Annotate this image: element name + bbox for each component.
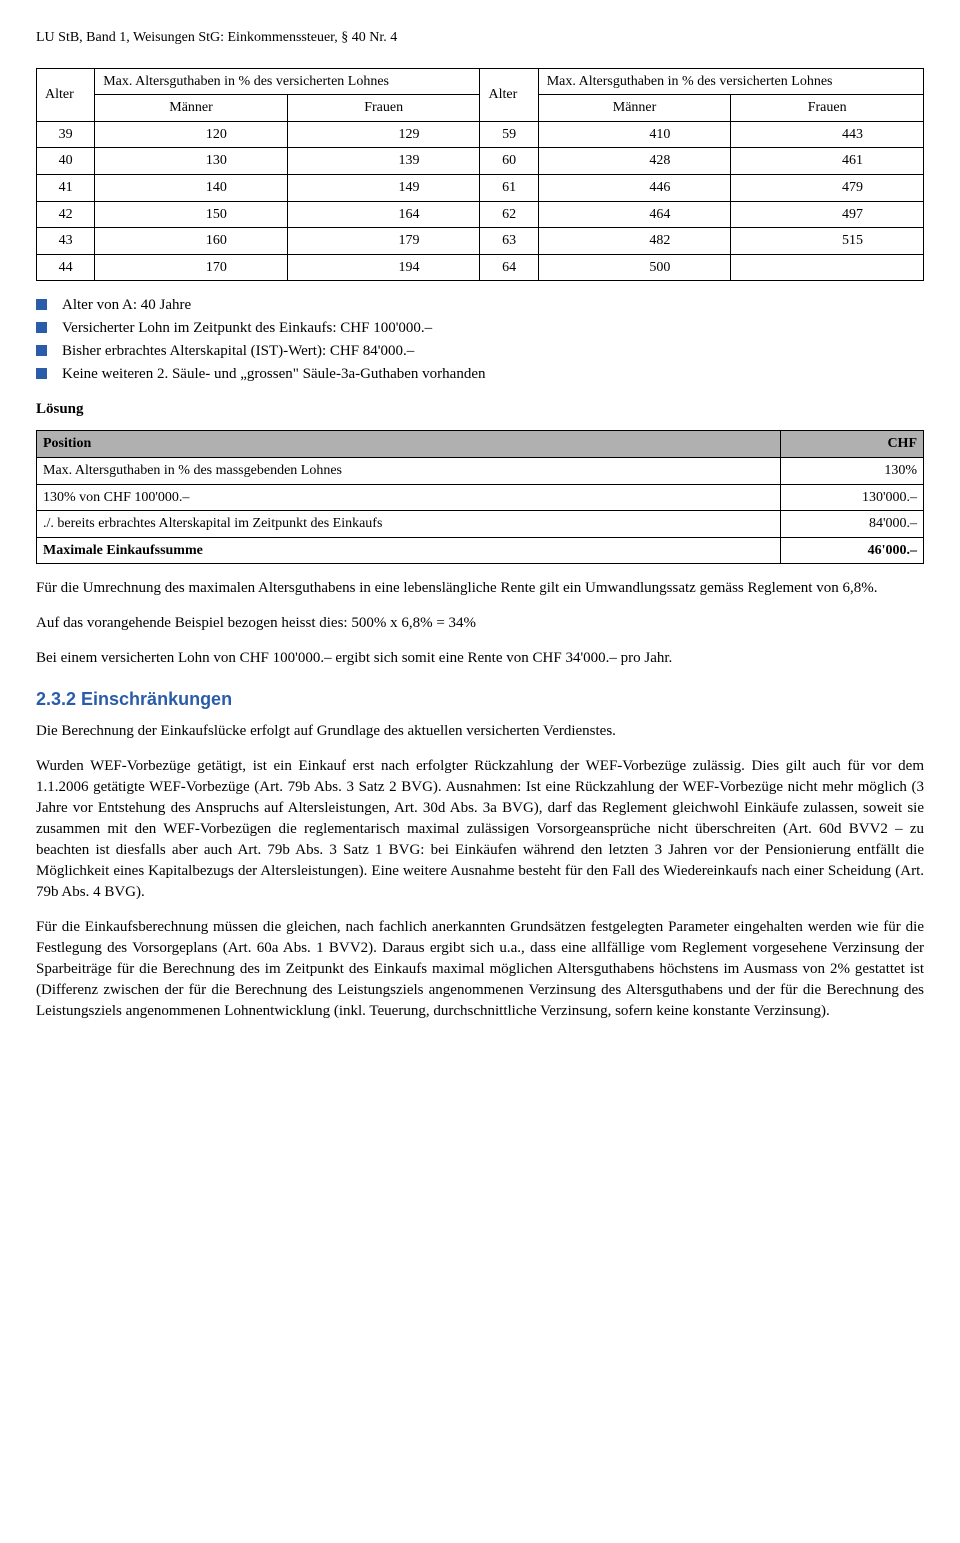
bullet-item: Bisher erbrachtes Alterskapital (IST)-We… bbox=[36, 341, 924, 362]
bullet-list: Alter von A: 40 Jahre Versicherter Lohn … bbox=[36, 295, 924, 385]
page-header: LU StB, Band 1, Weisungen StG: Einkommen… bbox=[36, 28, 924, 48]
body-paragraph: Für die Umrechnung des maximalen Altersg… bbox=[36, 578, 924, 599]
body-paragraph: Wurden WEF-Vorbezüge getätigt, ist ein E… bbox=[36, 756, 924, 903]
table-row: 4114014961446479 bbox=[37, 174, 924, 201]
table-row: 4215016462464497 bbox=[37, 201, 924, 228]
col-manner-l: Männer bbox=[95, 95, 288, 122]
table-row: 3912012959410443 bbox=[37, 121, 924, 148]
col-frauen-l: Frauen bbox=[287, 95, 480, 122]
bullet-item: Versicherter Lohn im Zeitpunkt des Einka… bbox=[36, 318, 924, 339]
bullet-item: Alter von A: 40 Jahre bbox=[36, 295, 924, 316]
table-row: 4417019464500 bbox=[37, 254, 924, 281]
table-row: 4013013960428461 bbox=[37, 148, 924, 175]
col-position: Position bbox=[37, 431, 781, 458]
table-row: 4316017963482515 bbox=[37, 228, 924, 255]
col-manner-r: Männer bbox=[538, 95, 731, 122]
col-chf: CHF bbox=[781, 431, 924, 458]
table-row: Max. Altersguthaben in % des massgebende… bbox=[37, 457, 924, 484]
section-heading: 2.3.2 Einschränkungen bbox=[36, 687, 924, 712]
body-paragraph: Für die Einkaufsberechnung müssen die gl… bbox=[36, 917, 924, 1022]
table-row: 130% von CHF 100'000.– 130'000.– bbox=[37, 484, 924, 511]
bullet-item: Keine weiteren 2. Säule- und „grossen" S… bbox=[36, 364, 924, 385]
table-row: ./. bereits erbrachtes Alterskapital im … bbox=[37, 511, 924, 538]
altersguthaben-table: Alter Max. Altersguthaben in % des versi… bbox=[36, 68, 924, 282]
losung-table: Position CHF Max. Altersguthaben in % de… bbox=[36, 430, 924, 564]
col-alter-l: Alter bbox=[37, 68, 95, 121]
table-row: Maximale Einkaufssumme 46'000.– bbox=[37, 537, 924, 564]
col-max-r: Max. Altersguthaben in % des versicherte… bbox=[538, 68, 923, 95]
col-alter-r: Alter bbox=[480, 68, 538, 121]
body-paragraph: Bei einem versicherten Lohn von CHF 100'… bbox=[36, 648, 924, 669]
col-max-l: Max. Altersguthaben in % des versicherte… bbox=[95, 68, 480, 95]
body-paragraph: Auf das vorangehende Beispiel bezogen he… bbox=[36, 613, 924, 634]
body-paragraph: Die Berechnung der Einkaufslücke erfolgt… bbox=[36, 721, 924, 742]
col-frauen-r: Frauen bbox=[731, 95, 924, 122]
losung-heading: Lösung bbox=[36, 399, 924, 420]
